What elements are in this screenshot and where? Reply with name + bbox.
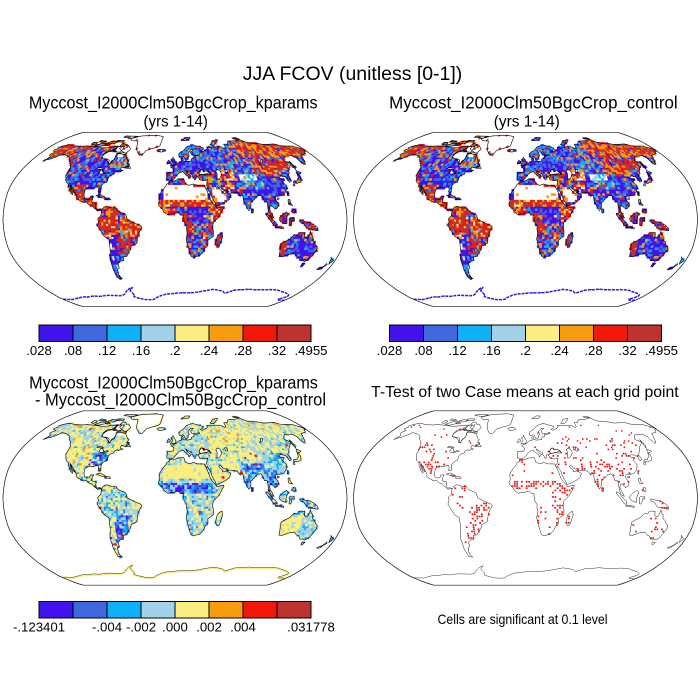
svg-text:-.004: -.004 xyxy=(92,620,122,635)
svg-text:.4955: .4955 xyxy=(294,343,327,358)
svg-text:.2: .2 xyxy=(170,343,181,358)
svg-text:Myccost_I2000Clm50BgcCrop_kpar: Myccost_I2000Clm50BgcCrop_kparams xyxy=(29,92,318,113)
svg-text:Myccost_I2000Clm50BgcCrop_kpar: Myccost_I2000Clm50BgcCrop_kparams xyxy=(29,372,318,393)
svg-text:(yrs 1-14): (yrs 1-14) xyxy=(144,113,208,130)
svg-text:.28: .28 xyxy=(584,343,602,358)
svg-text:.16: .16 xyxy=(132,343,150,358)
svg-text:.28: .28 xyxy=(234,343,252,358)
svg-text:.24: .24 xyxy=(200,343,218,358)
svg-text:-.002: -.002 xyxy=(126,620,156,635)
svg-text:.16: .16 xyxy=(482,343,500,358)
svg-text:.08: .08 xyxy=(64,343,82,358)
svg-text:.4955: .4955 xyxy=(645,343,678,358)
svg-text:(yrs 1-14): (yrs 1-14) xyxy=(494,113,560,130)
svg-text:.031778: .031778 xyxy=(287,620,335,635)
svg-text:.2: .2 xyxy=(520,343,531,358)
svg-text:JJA FCOV (unitless [0-1]): JJA FCOV (unitless [0-1]) xyxy=(243,64,463,85)
svg-text:Cells are significant at 0.1 l: Cells are significant at 0.1 level xyxy=(438,611,608,627)
svg-text:.028: .028 xyxy=(26,343,52,358)
svg-text:.24: .24 xyxy=(550,343,568,358)
svg-text:Myccost_I2000Clm50BgcCrop_cont: Myccost_I2000Clm50BgcCrop_control xyxy=(389,92,678,113)
svg-text:.028: .028 xyxy=(377,343,403,358)
svg-text:.08: .08 xyxy=(414,343,432,358)
svg-text:- Myccost_I2000Clm50BgcCrop_co: - Myccost_I2000Clm50BgcCrop_control xyxy=(35,390,326,411)
svg-text:.002: .002 xyxy=(196,620,222,635)
svg-text:.000: .000 xyxy=(162,620,188,635)
svg-text:.004: .004 xyxy=(230,620,256,635)
svg-text:.12: .12 xyxy=(448,343,466,358)
svg-text:-.123401: -.123401 xyxy=(13,620,65,635)
svg-text:T-Test of two Case means at ea: T-Test of two Case means at each grid po… xyxy=(371,383,679,401)
svg-text:.32: .32 xyxy=(618,343,636,358)
svg-text:.32: .32 xyxy=(268,343,286,358)
svg-text:.12: .12 xyxy=(98,343,116,358)
